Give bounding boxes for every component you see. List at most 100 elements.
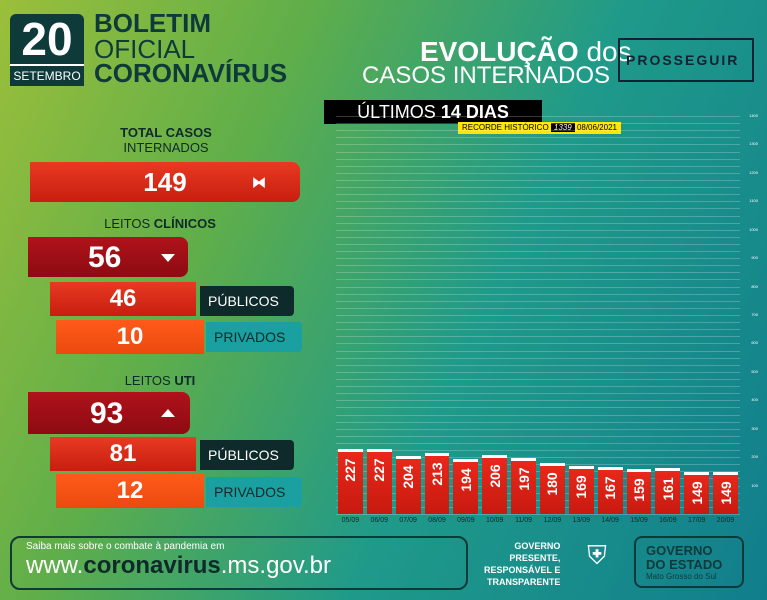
bar-value-label: 213 xyxy=(428,462,445,487)
gridline xyxy=(336,343,740,345)
gridline xyxy=(336,187,740,189)
bar-chart: 100 200 300 400 500 600 700 800 900 1000 1100 1200 1… xyxy=(330,112,760,528)
gridline xyxy=(336,428,740,430)
bar-07/09: 204 xyxy=(395,456,421,514)
x-tick-label: 09/09 xyxy=(457,517,475,524)
total-value: 149 ⧓ xyxy=(30,162,300,202)
gridline xyxy=(336,165,740,167)
gridline xyxy=(336,471,740,473)
clinicos-label: LEITOS CLÍNICOS xyxy=(104,216,216,231)
gridline xyxy=(336,201,740,203)
gridline xyxy=(336,215,740,217)
gridline xyxy=(336,130,740,132)
gridline xyxy=(336,357,740,359)
gridline xyxy=(336,407,740,409)
uti-publicos-value: 81 xyxy=(50,437,196,471)
gridline xyxy=(336,194,740,196)
gridline xyxy=(336,492,740,494)
y-tick-label: 700 xyxy=(751,312,758,317)
gridline xyxy=(336,116,740,117)
y-tick-label: 600 xyxy=(751,340,758,346)
gridline xyxy=(336,300,740,302)
bar-13/09: 169 xyxy=(568,465,594,514)
y-tick-label: 100 xyxy=(751,482,758,488)
gridline xyxy=(336,371,740,373)
gridline xyxy=(336,293,740,295)
gridline xyxy=(336,144,740,146)
gridline xyxy=(336,236,740,238)
footer-info-box xyxy=(10,536,468,590)
bar-value-label: 227 xyxy=(342,458,359,483)
bar-12/09: 180 xyxy=(540,462,565,514)
footer-url[interactable]: www.coronavirus.ms.gov.br xyxy=(26,552,331,579)
title-boletim: BOLETIM xyxy=(94,8,211,38)
gridline xyxy=(336,286,740,288)
bar-17/09: 149 xyxy=(684,471,710,514)
gridline xyxy=(336,514,740,515)
bar-20/09: 149 xyxy=(713,471,738,514)
uti-publicos-label: PÚBLICOS xyxy=(200,440,294,470)
record-badge: RECORDE HISTÓRICO 1339 08/06/2021 xyxy=(458,122,621,134)
y-tick-label: 800 xyxy=(751,283,758,289)
y-tick-label: 1100 xyxy=(749,198,758,204)
y-tick-label: 200 xyxy=(751,454,758,460)
gridline xyxy=(336,506,740,508)
bar-value-label: 204 xyxy=(400,465,417,489)
bar-11/09: 197 xyxy=(511,457,536,514)
y-tick-label: 400 xyxy=(751,397,758,403)
gridline xyxy=(336,464,740,466)
gridline xyxy=(336,393,740,395)
x-tick-label: 13/09 xyxy=(572,517,591,524)
gridline xyxy=(336,272,740,274)
total-label-2: INTERNADOS xyxy=(123,140,209,155)
date-day: 20 xyxy=(10,14,84,64)
y-tick-label: 300 xyxy=(751,425,758,431)
y-tick-label: 900 xyxy=(751,255,758,261)
equal-icon: ⧓ xyxy=(252,174,266,190)
gov-logo: GOVERNO DO ESTADO Mato Grosso do Sul xyxy=(634,536,744,588)
gridline xyxy=(336,243,740,245)
bar-value-label: 161 xyxy=(659,477,676,501)
state-crest-icon: ⛨ xyxy=(587,540,607,570)
bar-16/09: 161 xyxy=(655,468,681,514)
gridline xyxy=(336,307,740,309)
chart-title: ÚLTIMOS 14 DIAS xyxy=(324,100,542,124)
x-tick-label: 11/09 xyxy=(515,517,533,524)
gridline xyxy=(336,123,740,125)
x-tick-label: 07/09 xyxy=(399,517,417,524)
gridline xyxy=(336,386,740,388)
gridline xyxy=(336,172,740,174)
gridline xyxy=(336,315,740,316)
bar-value-label: 194 xyxy=(457,468,474,492)
gridline xyxy=(336,364,740,366)
gridline xyxy=(336,137,740,139)
arrow-down-icon xyxy=(161,254,175,262)
gridline xyxy=(336,400,740,402)
date-month: SETEMBRO xyxy=(10,64,84,86)
bar-value-label: 197 xyxy=(515,467,532,491)
gridline xyxy=(336,414,740,416)
bar-value-label: 167 xyxy=(602,475,619,500)
x-tick-label: 08/09 xyxy=(428,517,446,524)
clinicos-total: 56 xyxy=(28,237,188,277)
bar-08/09: 213 xyxy=(424,453,450,514)
x-tick-label: 05/09 xyxy=(341,517,360,524)
y-tick-label: 500 xyxy=(751,368,758,374)
bar-05/09: 227 xyxy=(338,449,363,514)
bar-06/09: 227 xyxy=(366,449,392,514)
x-tick-label: 06/09 xyxy=(370,517,389,524)
x-tick-label: 12/09 xyxy=(543,517,562,524)
gridline xyxy=(336,435,740,437)
uti-privados-label: PRIVADOS xyxy=(206,477,302,507)
gridline xyxy=(336,450,740,452)
gridline xyxy=(336,179,740,181)
gridline xyxy=(336,329,740,331)
title-oficial: OFICIAL xyxy=(94,34,196,64)
bar-value-label: 159 xyxy=(630,478,647,502)
gridline xyxy=(336,485,740,487)
bar-value-label: 149 xyxy=(688,480,705,505)
gridline xyxy=(336,265,740,267)
x-tick-label: 17/09 xyxy=(687,517,706,524)
x-tick-label: 10/09 xyxy=(485,517,504,524)
title-coronavirus: CORONAVÍRUS xyxy=(94,58,288,88)
